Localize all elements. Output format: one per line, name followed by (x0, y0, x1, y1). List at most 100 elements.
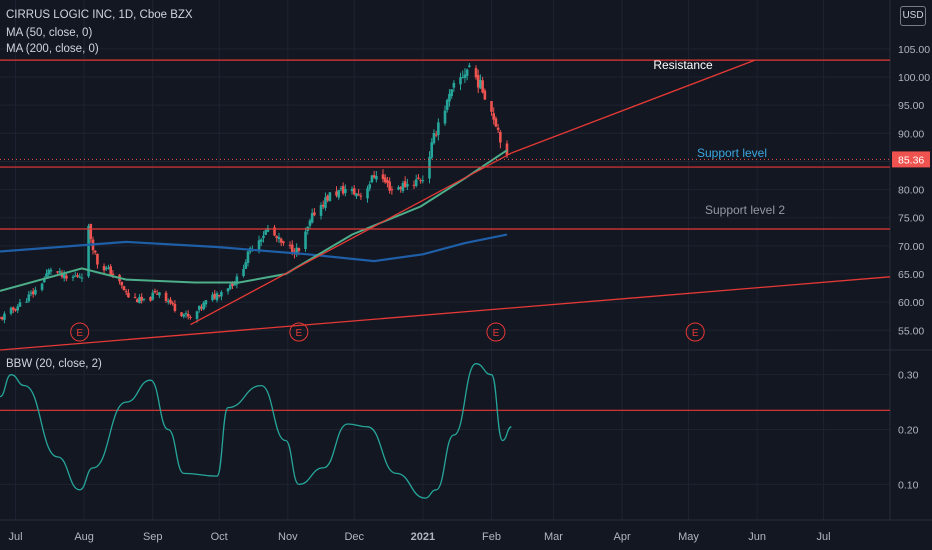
candle-body (474, 68, 478, 78)
trend-line-1 (511, 59, 756, 154)
candle-body (124, 291, 128, 293)
candle-body (370, 175, 374, 183)
ma50-legend: MA (50, close, 0) (6, 27, 93, 39)
candle-body (468, 65, 471, 67)
time-tick-label: Jun (748, 531, 766, 543)
candle-body (443, 110, 447, 124)
candle-body (42, 277, 46, 283)
candle-body (140, 296, 143, 301)
candle-body (397, 187, 400, 190)
candle-body (189, 316, 192, 318)
candle-body (155, 293, 159, 295)
candle-body (96, 253, 99, 265)
candle-body (135, 299, 139, 303)
trend-line-0 (190, 152, 512, 326)
candle-body (80, 277, 84, 279)
candle-body (368, 184, 372, 189)
currency-button[interactable]: USD (900, 6, 926, 26)
candle-body (290, 244, 294, 253)
candle-body (483, 90, 487, 100)
candle-body (445, 99, 449, 110)
candle-body (266, 227, 270, 232)
candle-body (275, 236, 279, 239)
time-tick-label: 2021 (411, 531, 435, 543)
candle-body (58, 271, 62, 273)
price-tick-label: 75.00 (898, 213, 924, 225)
candle-body (324, 197, 327, 209)
time-tick-label: Sep (143, 531, 163, 543)
candle-body (479, 79, 482, 89)
candle-body (120, 281, 124, 286)
time-tick-label: Apr (614, 531, 631, 543)
candle-body (107, 267, 110, 269)
candle-body (262, 235, 265, 239)
candle-body (403, 181, 407, 188)
candle-body (89, 223, 93, 240)
candle-body (153, 291, 157, 293)
candle-body (437, 122, 440, 136)
candle-body (197, 305, 201, 310)
price-tick-label: 80.00 (898, 185, 924, 197)
candle-body (0, 317, 4, 320)
candle-body (352, 188, 356, 195)
candle-body (264, 230, 267, 235)
candle-body (109, 266, 112, 276)
ma50-line (0, 149, 508, 292)
candle-body (310, 213, 314, 223)
candle-body (56, 271, 59, 273)
candle-body (372, 175, 376, 178)
candle-body (158, 292, 161, 296)
candle-body (399, 187, 403, 190)
candle-body (279, 238, 283, 243)
symbol-title: CIRRUS LOGIC INC, 1D, Cboe BZX (6, 9, 193, 21)
candle-body (9, 307, 13, 314)
candle-body (169, 299, 172, 304)
candle-body (34, 289, 37, 295)
candle-body (277, 237, 281, 240)
earnings-marker-label: E (493, 328, 500, 339)
candle-body (78, 276, 82, 278)
candle-body (390, 189, 394, 191)
candle-body (142, 298, 146, 300)
candle-body (463, 74, 467, 78)
candle-body (341, 185, 345, 194)
candle-body (295, 247, 298, 255)
candle-body (326, 195, 329, 201)
price-tick-label: 65.00 (898, 269, 924, 281)
candle-body (31, 291, 35, 295)
candle-body (383, 177, 387, 183)
time-tick-label: Feb (482, 531, 501, 543)
candle-body (213, 293, 217, 299)
price-tick-label: 100.00 (898, 72, 930, 84)
candle-body (73, 275, 77, 277)
candle-body (419, 180, 422, 182)
candle-body (412, 184, 416, 186)
candle-body (186, 313, 190, 317)
candle-body (65, 275, 68, 279)
candle-body (388, 181, 391, 191)
candle-body (355, 193, 358, 197)
candle-body (149, 297, 152, 301)
candle-body (434, 134, 438, 136)
candle-body (366, 188, 369, 199)
candle-body (180, 312, 183, 317)
candle-body (335, 191, 338, 196)
candle-body (375, 175, 378, 180)
candle-body (321, 204, 325, 207)
candle-body (459, 77, 462, 85)
bbw-tick-label: 0.20 (898, 425, 919, 437)
candle-body (49, 269, 53, 272)
candle-body (173, 303, 177, 311)
candle-body (226, 288, 230, 292)
candle-body (138, 297, 141, 304)
price-tick-label: 60.00 (898, 297, 924, 309)
candle-body (257, 240, 261, 251)
ma200-line (0, 233, 508, 263)
candle-body (215, 293, 219, 301)
candle-body (499, 131, 502, 143)
candle-body (76, 275, 79, 277)
ma200-legend: MA (200, close, 0) (6, 43, 99, 55)
candle-body (200, 306, 203, 309)
candle-body (122, 286, 126, 291)
